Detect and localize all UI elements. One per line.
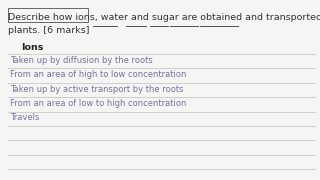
Text: From an area of high to low concentration: From an area of high to low concentratio… (10, 70, 186, 79)
Text: plants. [6 marks]: plants. [6 marks] (8, 26, 90, 35)
Text: Describe how ions, water and sugar are obtained and transported through: Describe how ions, water and sugar are o… (8, 13, 320, 22)
Text: Taken up by active transport by the roots: Taken up by active transport by the root… (10, 85, 183, 94)
Text: Ions: Ions (21, 43, 43, 52)
Text: Taken up by diffusion by the roots: Taken up by diffusion by the roots (10, 56, 152, 65)
Text: From an area of low to high concentration: From an area of low to high concentratio… (10, 99, 186, 108)
Text: Travels: Travels (10, 113, 39, 122)
